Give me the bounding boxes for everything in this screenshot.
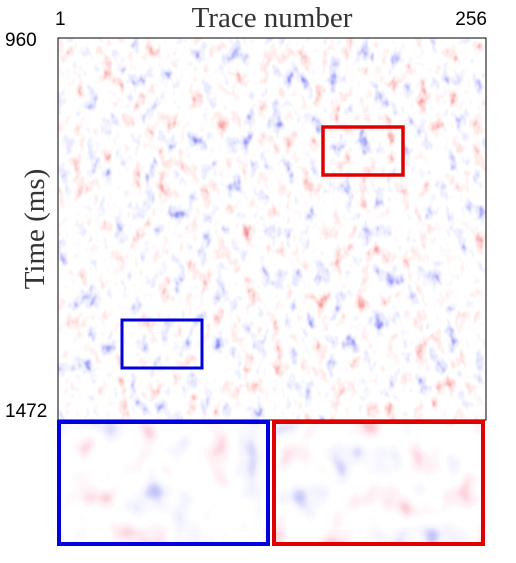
blue-inset [59, 422, 268, 544]
blue-inset-frame [57, 420, 270, 546]
x-tick-label: 1 [55, 9, 66, 30]
red-zoom-box [321, 125, 405, 177]
x-axis-title: Trace number [192, 2, 353, 34]
blue-zoom-box [120, 318, 204, 370]
red-inset-frame [272, 420, 485, 546]
y-tick-label: 960 [5, 30, 37, 51]
red-inset [274, 422, 483, 544]
y-tick-label: 1472 [5, 401, 47, 422]
y-axis-title: Time (ms) [19, 169, 51, 290]
x-tick-label: 256 [455, 9, 487, 30]
seismic-section [58, 38, 486, 420]
